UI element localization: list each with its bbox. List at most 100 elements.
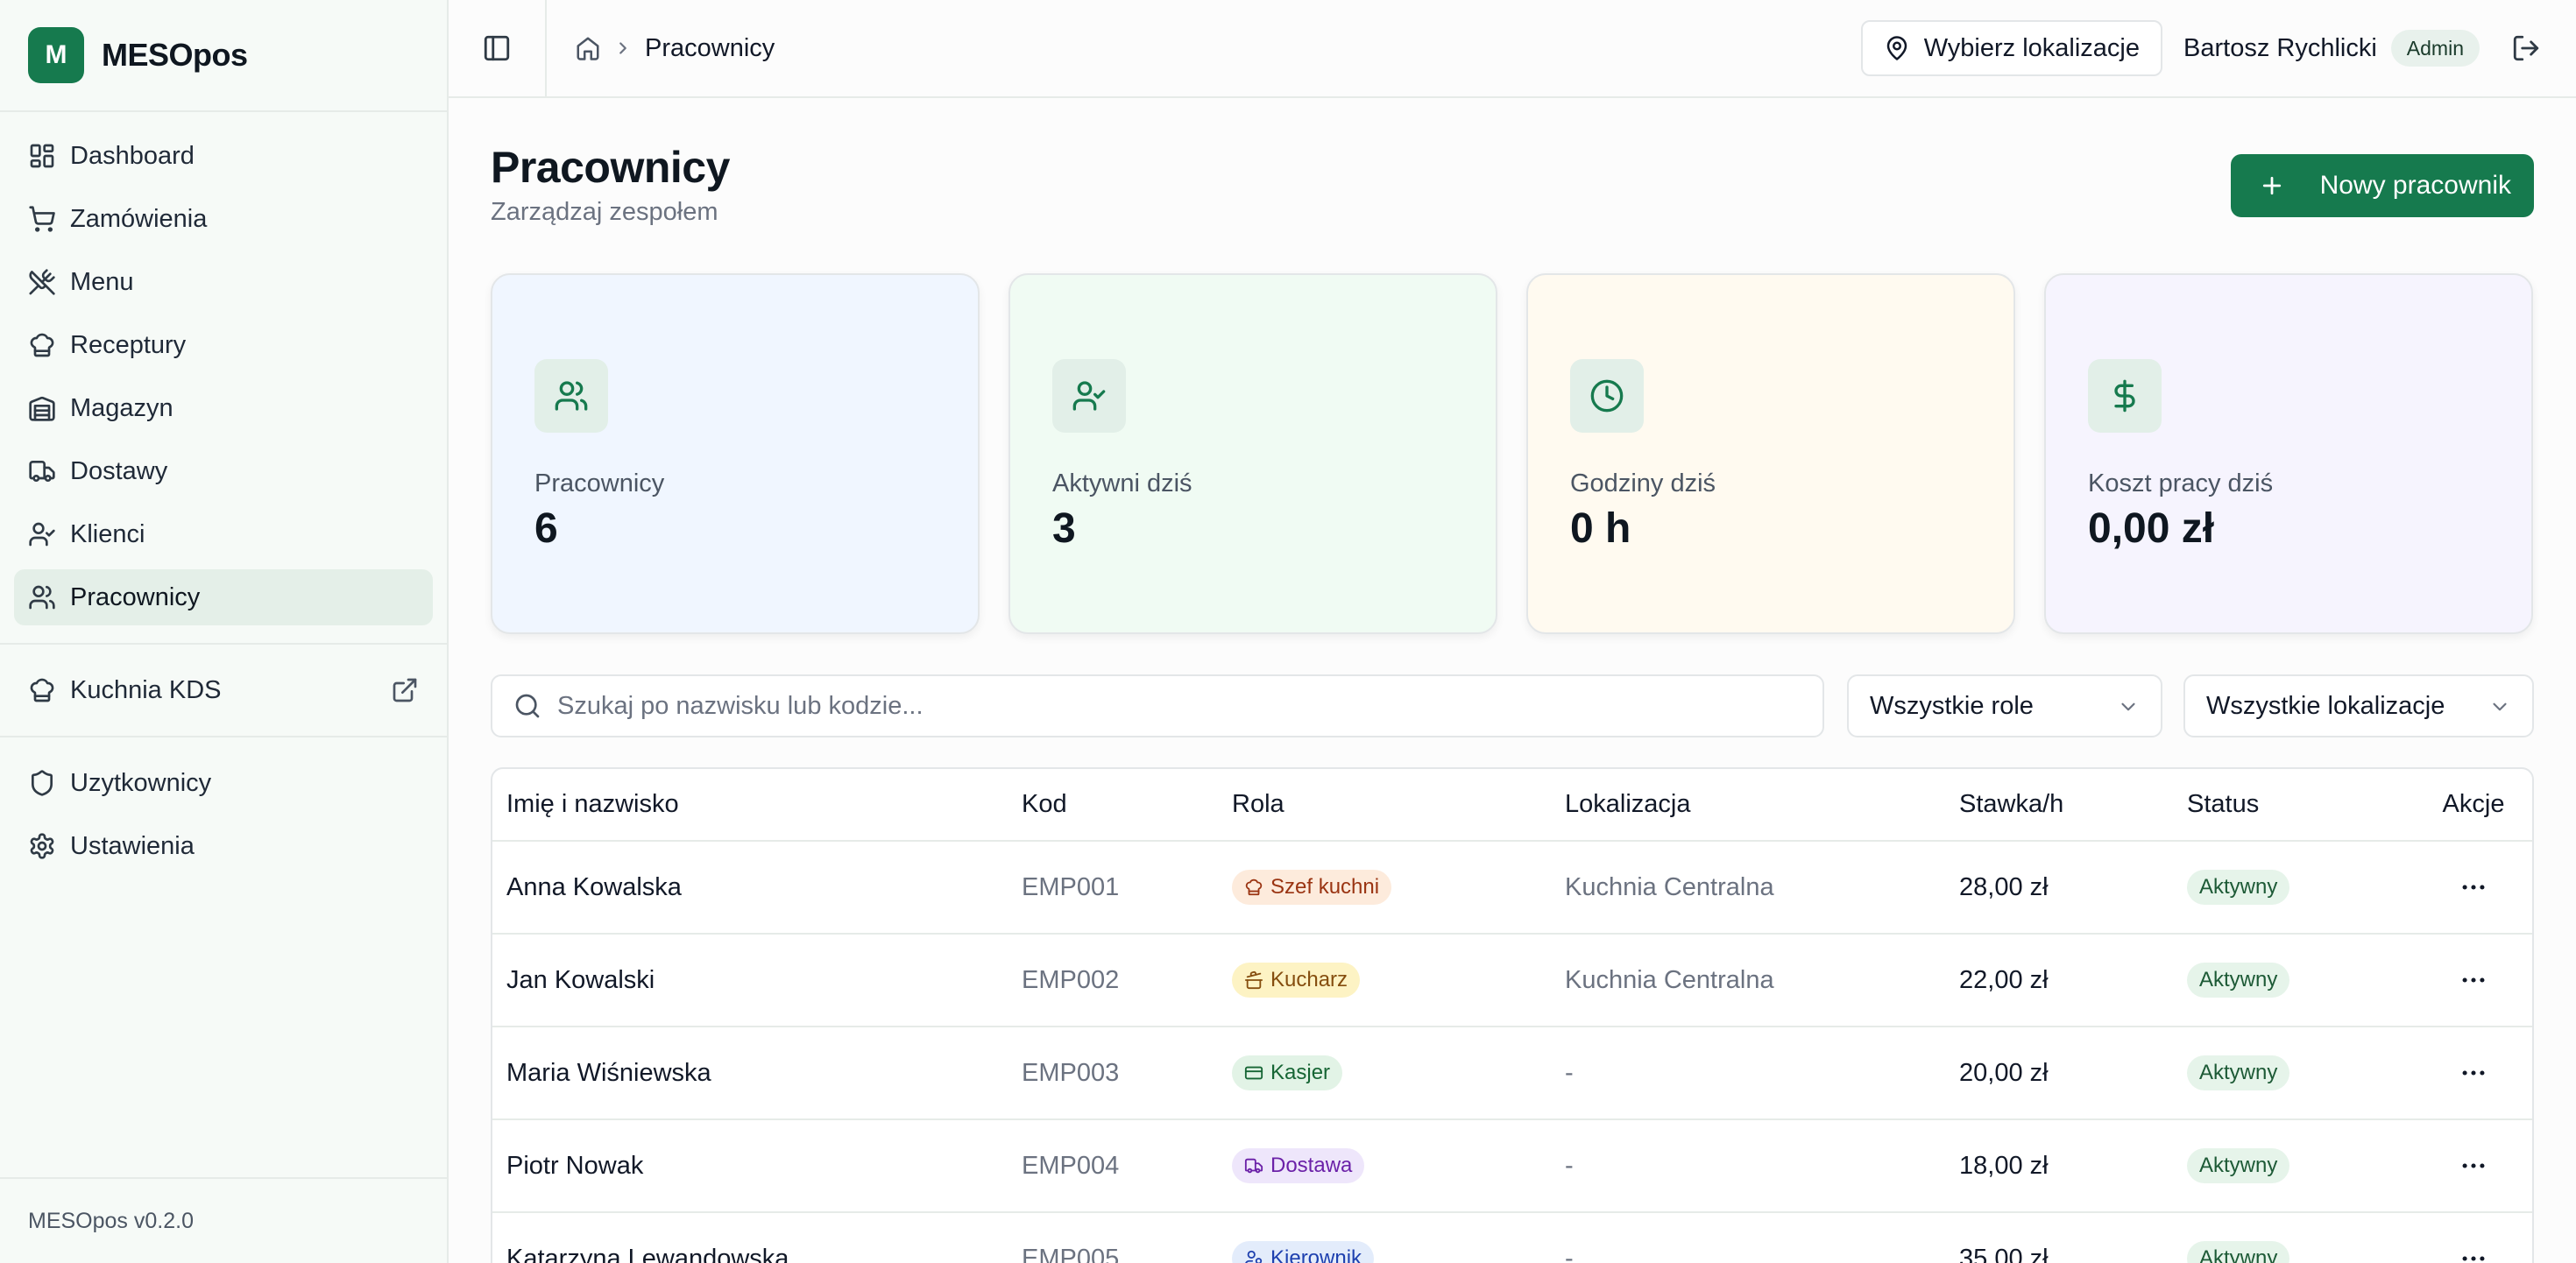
- employee-code: EMP001: [1022, 841, 1232, 935]
- more-horizontal-icon[interactable]: [2459, 1058, 2488, 1088]
- user-check-icon: [1072, 381, 1106, 411]
- column-header-code[interactable]: Kod: [1022, 769, 1232, 842]
- employee-location: -: [1565, 1212, 1959, 1263]
- brand-name: MESOpos: [102, 37, 248, 73]
- utensils-crossed-icon: [29, 269, 55, 295]
- sidebar-toggle-button[interactable]: [449, 0, 547, 97]
- sidebar: M MESOpos Dashboard Zamówienia Menu Rece…: [0, 0, 449, 1263]
- sidebar-item-employees[interactable]: Pracownicy: [14, 569, 433, 625]
- sidebar-item-warehouse[interactable]: Magazyn: [14, 380, 433, 436]
- more-horizontal-icon[interactable]: [2459, 872, 2488, 902]
- filters-bar: Wszystkie role Wszystkie lokalizacje: [491, 674, 2534, 737]
- more-horizontal-icon[interactable]: [2459, 1244, 2488, 1263]
- sidebar-item-label: Receptury: [70, 330, 187, 359]
- new-employee-button[interactable]: Nowy pracownik: [2230, 154, 2534, 217]
- panel-left-icon: [484, 35, 510, 61]
- sidebar-item-users[interactable]: Uzytkownicy: [14, 755, 433, 811]
- table-row[interactable]: Anna Kowalska EMP001 Szef kuchni Kuchnia…: [492, 841, 2532, 935]
- role-badge-label: Kucharz: [1270, 968, 1348, 991]
- app-version: MESOpos v0.2.0: [0, 1177, 447, 1263]
- role-badge: Dostawa: [1232, 1148, 1365, 1183]
- role-badge-label: Kasjer: [1270, 1061, 1331, 1084]
- employee-location: Kuchnia Centralna: [1565, 934, 1959, 1027]
- chevron-right-icon: [619, 42, 626, 54]
- search-box[interactable]: [491, 674, 1824, 737]
- employee-code: EMP005: [1022, 1212, 1232, 1263]
- gear-icon: [30, 833, 54, 859]
- employee-location: Kuchnia Centralna: [1565, 841, 1959, 935]
- sidebar-item-dashboard[interactable]: Dashboard: [14, 128, 433, 184]
- role-badge: Kucharz: [1232, 963, 1361, 998]
- table-row[interactable]: Katarzyna Lewandowska EMP005 Kierownik -…: [492, 1212, 2532, 1263]
- stat-value: 3: [1052, 505, 1076, 552]
- users-icon: [29, 585, 55, 610]
- main-nav: Dashboard Zamówienia Menu Receptury Maga…: [0, 112, 447, 874]
- sidebar-item-settings[interactable]: Ustawienia: [14, 818, 433, 874]
- sidebar-item-label: Klienci: [70, 519, 145, 548]
- sidebar-item-label: Pracownicy: [70, 582, 201, 611]
- stat-icon-box: [2088, 359, 2162, 433]
- sidebar-item-menu[interactable]: Menu: [14, 254, 433, 310]
- main-content: Pracownicy Zarządzaj zespołem Nowy praco…: [491, 98, 2534, 1263]
- stat-icon-box: [1570, 359, 1644, 433]
- sidebar-item-deliveries[interactable]: Dostawy: [14, 443, 433, 499]
- sidebar-item-kitchen-kds[interactable]: Kuchnia KDS: [14, 662, 433, 718]
- employee-rate: 28,00 zł: [1959, 841, 2187, 935]
- column-header-rate[interactable]: Stawka/h: [1959, 769, 2187, 842]
- sidebar-item-clients[interactable]: Klienci: [14, 506, 433, 562]
- brand[interactable]: M MESOpos: [0, 0, 447, 112]
- user-cog-icon: [1245, 1250, 1263, 1263]
- sidebar-item-label: Menu: [70, 267, 134, 296]
- search-input[interactable]: [557, 691, 1784, 721]
- stat-card-active-today: Aktywni dziś 3: [1008, 273, 1497, 634]
- sidebar-item-label: Dostawy: [70, 456, 168, 485]
- more-horizontal-icon[interactable]: [2459, 1151, 2488, 1181]
- stat-label: Koszt pracy dziś: [2088, 469, 2274, 497]
- chevron-down-icon: [2493, 702, 2507, 711]
- sidebar-item-label: Zamówienia: [70, 204, 208, 233]
- external-link-icon: [393, 678, 417, 702]
- logout-icon[interactable]: [2511, 33, 2541, 63]
- sidebar-item-label: Magazyn: [70, 393, 173, 422]
- employee-rate: 20,00 zł: [1959, 1027, 2187, 1120]
- role-badge-label: Szef kuchni: [1270, 875, 1380, 899]
- status-badge: Aktywny: [2187, 963, 2290, 998]
- table-row[interactable]: Jan Kowalski EMP002 Kucharz Kuchnia Cent…: [492, 934, 2532, 1027]
- user-name: Bartosz Rychlicki: [2183, 33, 2377, 62]
- user-check-icon: [29, 522, 55, 547]
- warehouse-icon: [29, 396, 55, 421]
- column-header-status[interactable]: Status: [2187, 769, 2415, 842]
- new-employee-label: Nowy pracownik: [2319, 171, 2511, 200]
- table-row[interactable]: Maria Wiśniewska EMP003 Kasjer - 20,00 z…: [492, 1027, 2532, 1120]
- dollar-icon: [2114, 379, 2135, 413]
- truck-icon: [29, 461, 55, 482]
- cooking-pot-icon: [1244, 970, 1263, 990]
- stats-cards: Pracownicy 6 Aktywni dziś 3 Godziny dziś…: [491, 273, 2534, 634]
- column-header-location[interactable]: Lokalizacja: [1565, 769, 1959, 842]
- role-badge: Kierownik: [1232, 1241, 1375, 1263]
- sidebar-item-recipes[interactable]: Receptury: [14, 317, 433, 373]
- select-location-button[interactable]: Wybierz lokalizacje: [1860, 20, 2163, 76]
- sidebar-item-orders[interactable]: Zamówienia: [14, 191, 433, 247]
- home-icon[interactable]: [575, 35, 601, 61]
- location-select-value: Wszystkie lokalizacje: [2206, 691, 2445, 720]
- chef-hat-icon: [30, 333, 54, 357]
- page-title: Pracownicy: [491, 143, 730, 192]
- employee-code: EMP004: [1022, 1119, 1232, 1213]
- role-select[interactable]: Wszystkie role: [1847, 674, 2162, 737]
- status-badge: Aktywny: [2187, 1148, 2290, 1183]
- plus-icon: [2262, 176, 2281, 195]
- table-row[interactable]: Piotr Nowak EMP004 Dostawa - 18,00 zł Ak…: [492, 1119, 2532, 1213]
- employee-code: EMP003: [1022, 1027, 1232, 1120]
- column-header-name[interactable]: Imię i nazwisko: [492, 769, 1022, 842]
- stat-icon-box: [534, 359, 608, 433]
- employee-location: -: [1565, 1027, 1959, 1120]
- more-horizontal-icon[interactable]: [2459, 965, 2488, 995]
- stat-label: Godziny dziś: [1570, 469, 1716, 497]
- breadcrumb-current: Pracownicy: [645, 33, 775, 62]
- sidebar-item-label: Dashboard: [70, 141, 195, 170]
- location-select[interactable]: Wszystkie lokalizacje: [2183, 674, 2534, 737]
- employee-location: -: [1565, 1119, 1959, 1213]
- brand-logo: M: [28, 27, 84, 83]
- column-header-role[interactable]: Rola: [1232, 769, 1565, 842]
